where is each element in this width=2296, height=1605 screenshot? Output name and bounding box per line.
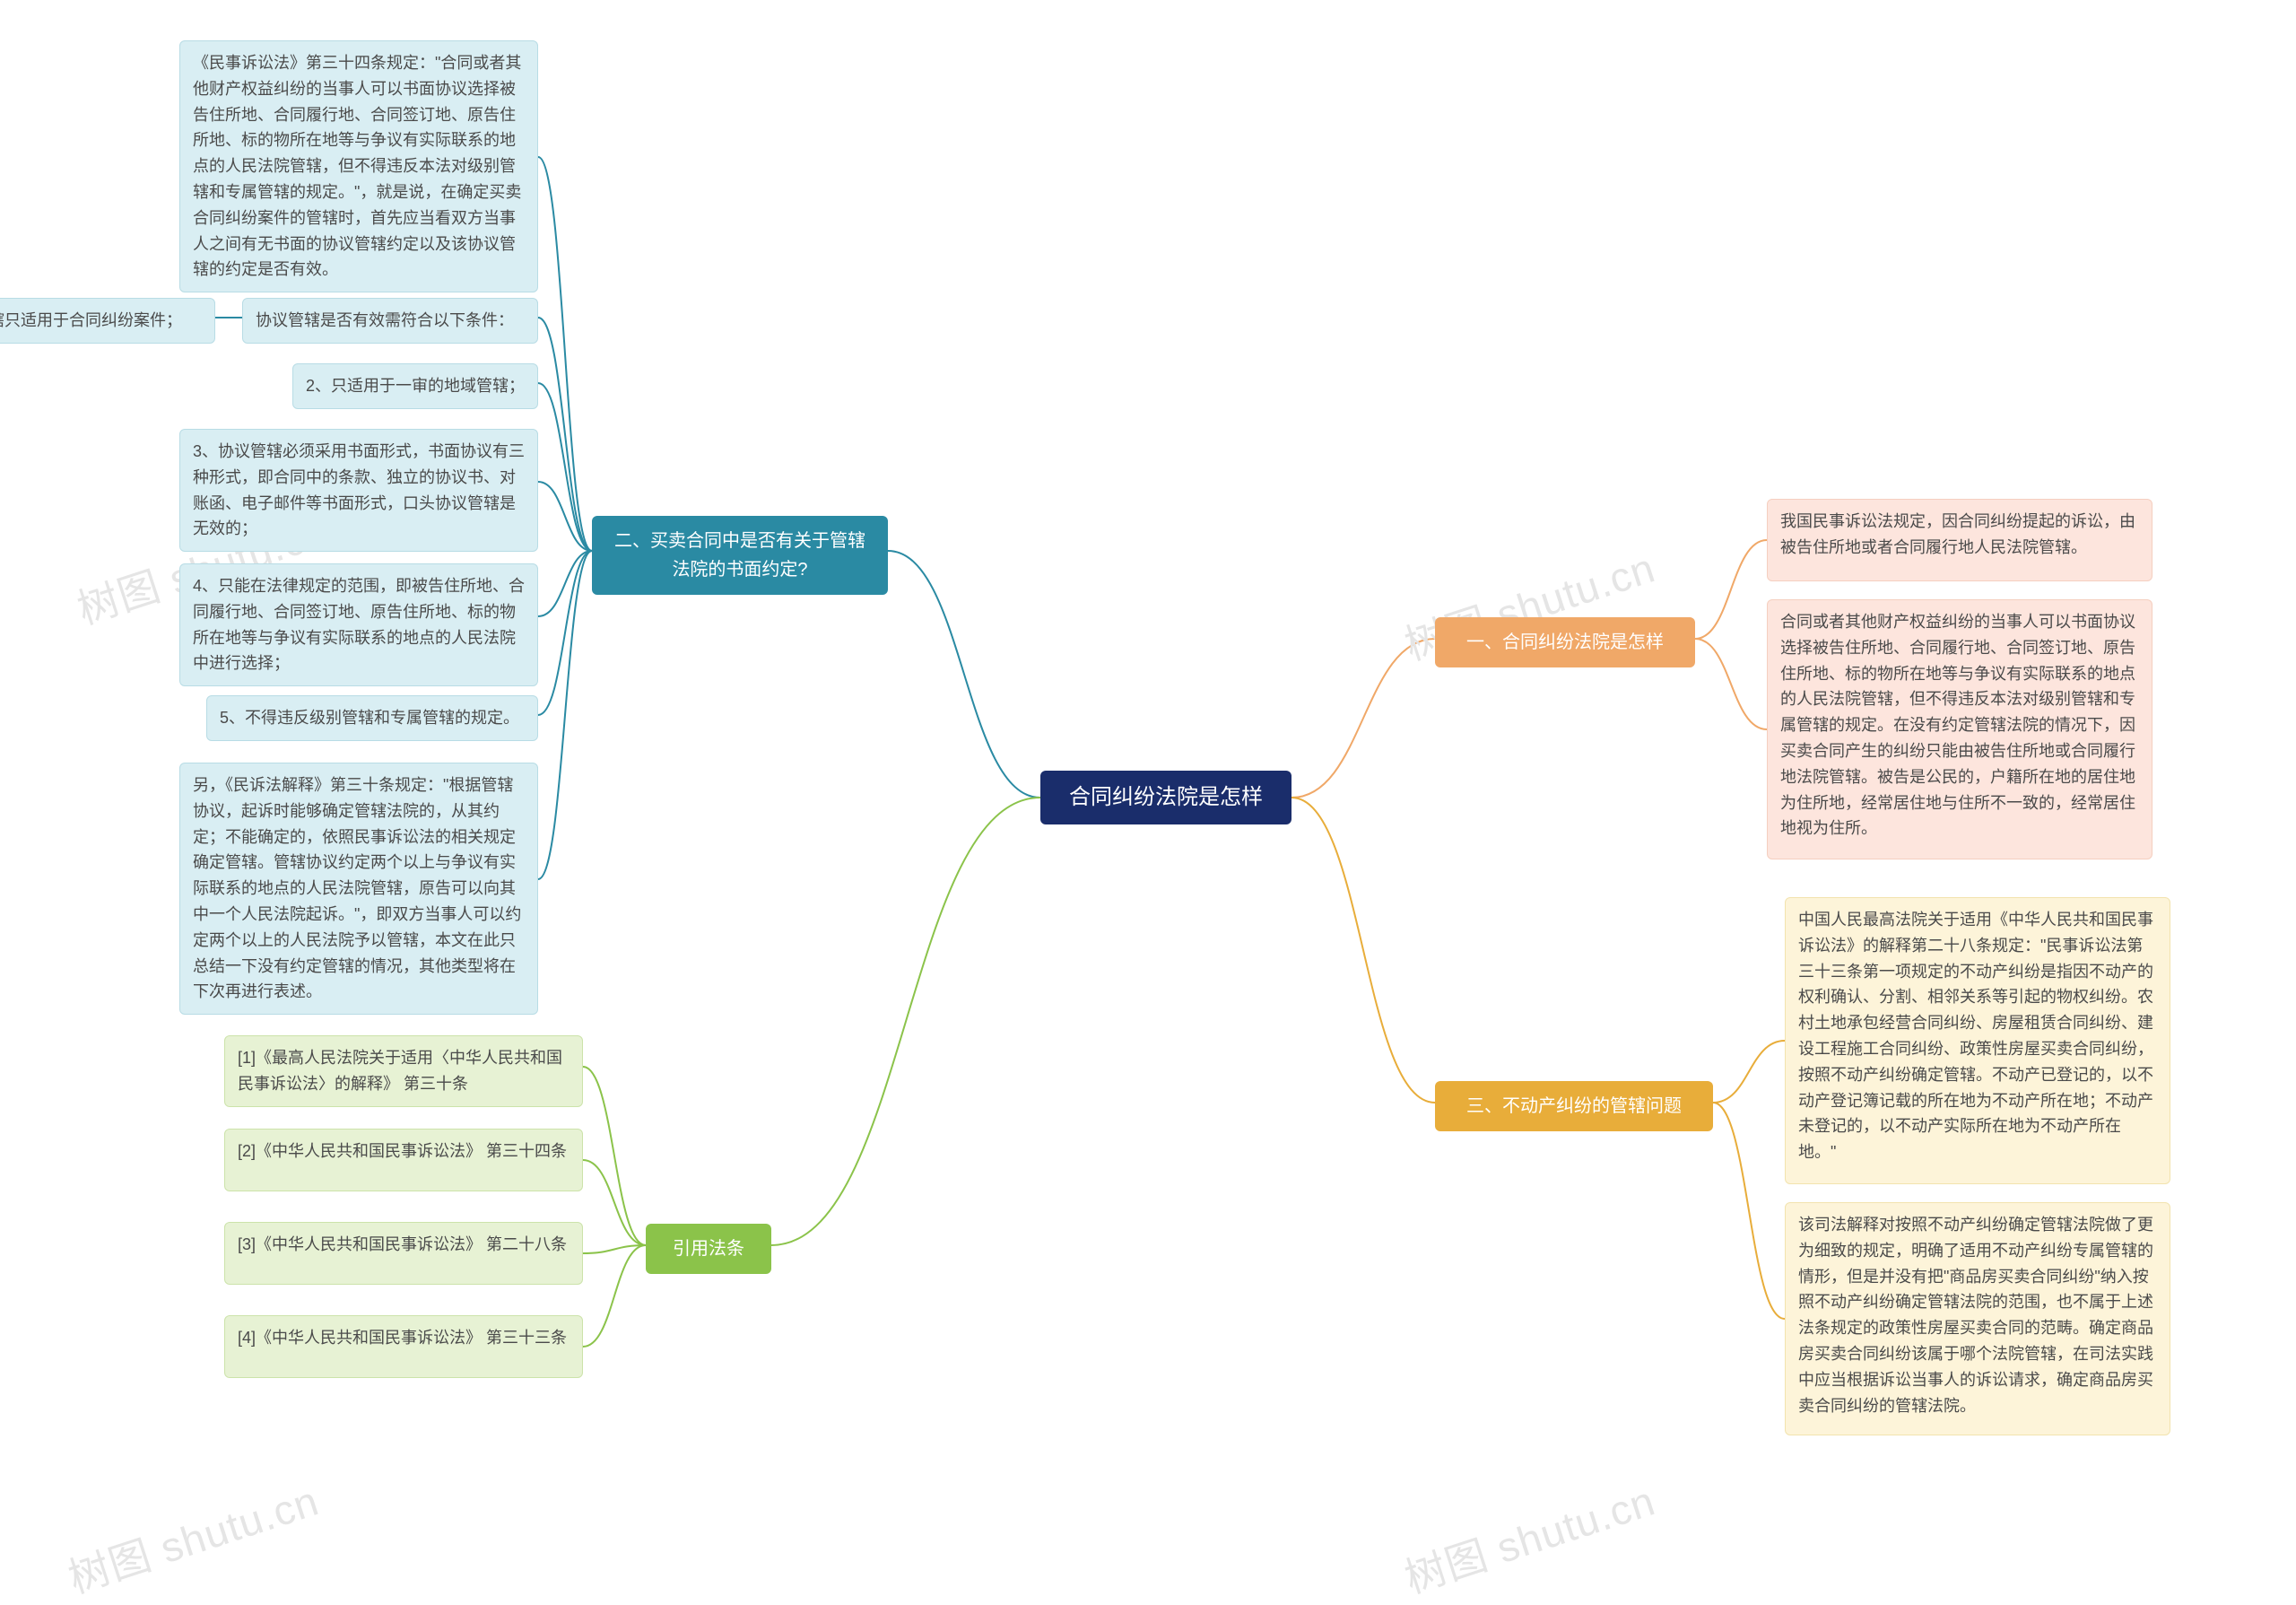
watermark: 树图 shutu.cn — [1396, 1469, 1662, 1605]
leaf-b4-2: [3]《中华人民共和国民事诉讼法》 第二十八条 — [224, 1222, 583, 1285]
branch-b3: 三、不动产纠纷的管辖问题 — [1435, 1081, 1713, 1131]
leaf-b4-3: [4]《中华人民共和国民事诉讼法》 第三十三条 — [224, 1315, 583, 1378]
leaf-b3-1: 该司法解释对按照不动产纠纷确定管辖法院做了更为细致的规定，明确了适用不动产纠纷专… — [1785, 1202, 2170, 1435]
leaf-b1-0: 我国民事诉讼法规定，因合同纠纷提起的诉讼，由被告住所地或者合同履行地人民法院管辖… — [1767, 499, 2152, 581]
leaf-b2-2: 2、只适用于一审的地域管辖； — [292, 363, 538, 409]
leaf-b2-1-sub: 1、协议管辖只适用于合同纠纷案件； — [0, 298, 215, 344]
leaf-b4-1: [2]《中华人民共和国民事诉讼法》 第三十四条 — [224, 1129, 583, 1191]
leaf-b1-1: 合同或者其他财产权益纠纷的当事人可以书面协议选择被告住所地、合同履行地、合同签订… — [1767, 599, 2152, 859]
branch-b4: 引用法条 — [646, 1224, 771, 1274]
leaf-b2-0: 《民事诉讼法》第三十四条规定："合同或者其他财产权益纠纷的当事人可以书面协议选择… — [179, 40, 538, 292]
leaf-b4-0: [1]《最高人民法院关于适用〈中华人民共和国民事诉讼法〉的解释》 第三十条 — [224, 1035, 583, 1107]
leaf-b2-6: 另，《民诉法解释》第三十条规定："根据管辖协议，起诉时能够确定管辖法院的，从其约… — [179, 763, 538, 1015]
leaf-b2-5: 5、不得违反级别管辖和专属管辖的规定。 — [206, 695, 538, 741]
leaf-b2-3: 3、协议管辖必须采用书面形式，书面协议有三种形式，即合同中的条款、独立的协议书、… — [179, 429, 538, 552]
leaf-b2-1: 协议管辖是否有效需符合以下条件： — [242, 298, 538, 344]
root-node: 合同纠纷法院是怎样 — [1040, 771, 1292, 824]
leaf-b3-0: 中国人民最高法院关于适用《中华人民共和国民事诉讼法》的解释第二十八条规定："民事… — [1785, 897, 2170, 1184]
leaf-b2-4: 4、只能在法律规定的范围，即被告住所地、合同履行地、合同签订地、原告住所地、标的… — [179, 563, 538, 686]
branch-b2: 二、买卖合同中是否有关于管辖法院的书面约定? — [592, 516, 888, 595]
branch-b1: 一、合同纠纷法院是怎样 — [1435, 617, 1695, 667]
watermark: 树图 shutu.cn — [60, 1469, 326, 1605]
